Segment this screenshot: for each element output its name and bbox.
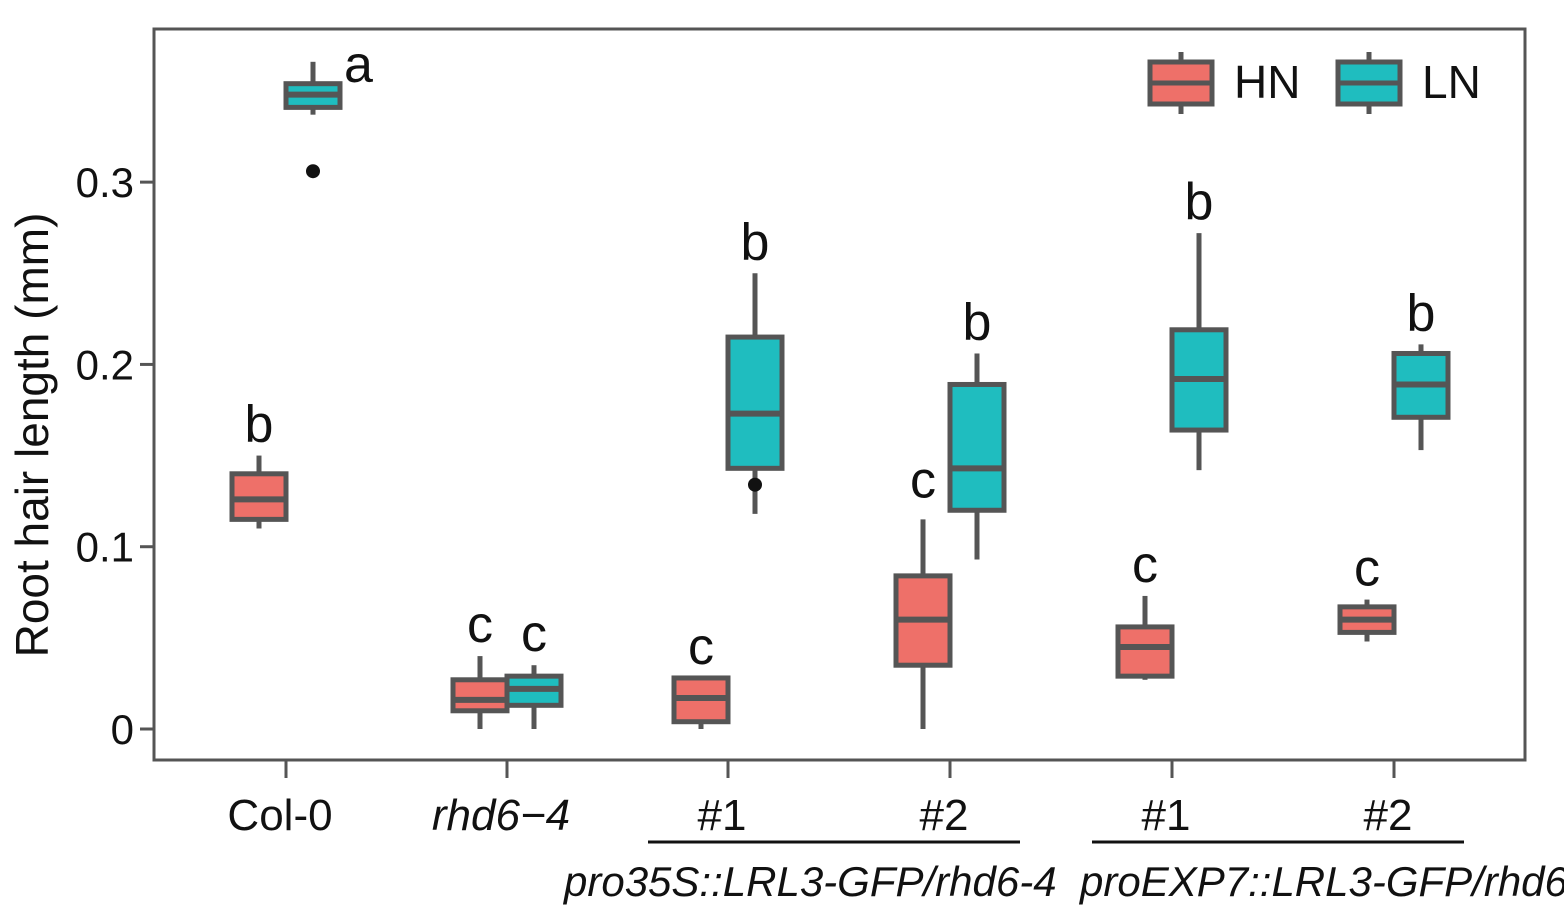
y-tick-label: 0.2 bbox=[76, 341, 134, 388]
significance-letter: b bbox=[245, 396, 274, 454]
significance-letter: b bbox=[963, 293, 992, 351]
significance-letter: c bbox=[1132, 536, 1158, 594]
y-tick-label: 0.3 bbox=[76, 159, 134, 206]
y-axis-label: Root hair length (mm) bbox=[6, 213, 58, 658]
x-category-label: rhd6−4 bbox=[432, 791, 570, 840]
significance-letter: b bbox=[1407, 284, 1436, 342]
box-body bbox=[1115, 624, 1175, 679]
significance-letter: c bbox=[688, 618, 714, 676]
significance-letter: b bbox=[741, 213, 770, 271]
x-category-label: #2 bbox=[920, 791, 969, 840]
outlier-point bbox=[306, 164, 320, 179]
box-LN-1: c bbox=[504, 605, 564, 730]
x-category-label: #1 bbox=[698, 791, 747, 840]
box-LN-3: b bbox=[947, 293, 1007, 560]
box-HN-3: c bbox=[893, 451, 953, 730]
group-label: pro35S::LRL3-GFP/rhd6-4 bbox=[562, 858, 1057, 905]
box-HN-2: c bbox=[671, 618, 731, 730]
y-tick-label: 0 bbox=[111, 706, 134, 753]
significance-letter: c bbox=[521, 605, 547, 663]
box-LN-0: a bbox=[283, 36, 373, 179]
significance-letter: c bbox=[1354, 540, 1380, 598]
plot-panel bbox=[152, 27, 1527, 762]
box-LN-2: b bbox=[725, 213, 785, 514]
x-category-label: Col-0 bbox=[227, 791, 332, 840]
legend-item-HN: HN bbox=[1147, 52, 1300, 114]
y-tick-label: 0.1 bbox=[76, 524, 134, 571]
group-label: proEXP7::LRL3-GFP/rhd6-4 bbox=[1078, 858, 1564, 905]
legend-label: HN bbox=[1234, 56, 1300, 108]
box-LN-4: b bbox=[1169, 173, 1229, 471]
legend-item-LN: LN bbox=[1335, 52, 1481, 114]
y-axis: 0 0.1 0.2 0.3 bbox=[76, 159, 154, 753]
box-HN-0: b bbox=[229, 396, 289, 529]
legend-label: LN bbox=[1422, 56, 1481, 108]
box-body bbox=[450, 677, 510, 714]
significance-letter: a bbox=[344, 36, 373, 94]
box-HN-4: c bbox=[1115, 536, 1175, 680]
box-body bbox=[947, 381, 1007, 513]
box-HN-1: c bbox=[450, 596, 510, 730]
x-axis: Col-0 rhd6−4 #1 #2 #1 #2pro35S::LRL3-GFP/rhd6… bbox=[227, 760, 1564, 905]
x-category-label: #2 bbox=[1364, 791, 1413, 840]
legend: HN LN bbox=[1147, 52, 1481, 114]
box-LN-5: b bbox=[1391, 284, 1451, 451]
x-category-label: #1 bbox=[1142, 791, 1191, 840]
box-body bbox=[725, 334, 785, 471]
significance-letter: c bbox=[467, 596, 493, 654]
significance-letter: c bbox=[910, 451, 936, 509]
outlier-point bbox=[748, 477, 762, 492]
significance-letter: b bbox=[1185, 173, 1214, 231]
box-HN-5: c bbox=[1337, 540, 1397, 642]
